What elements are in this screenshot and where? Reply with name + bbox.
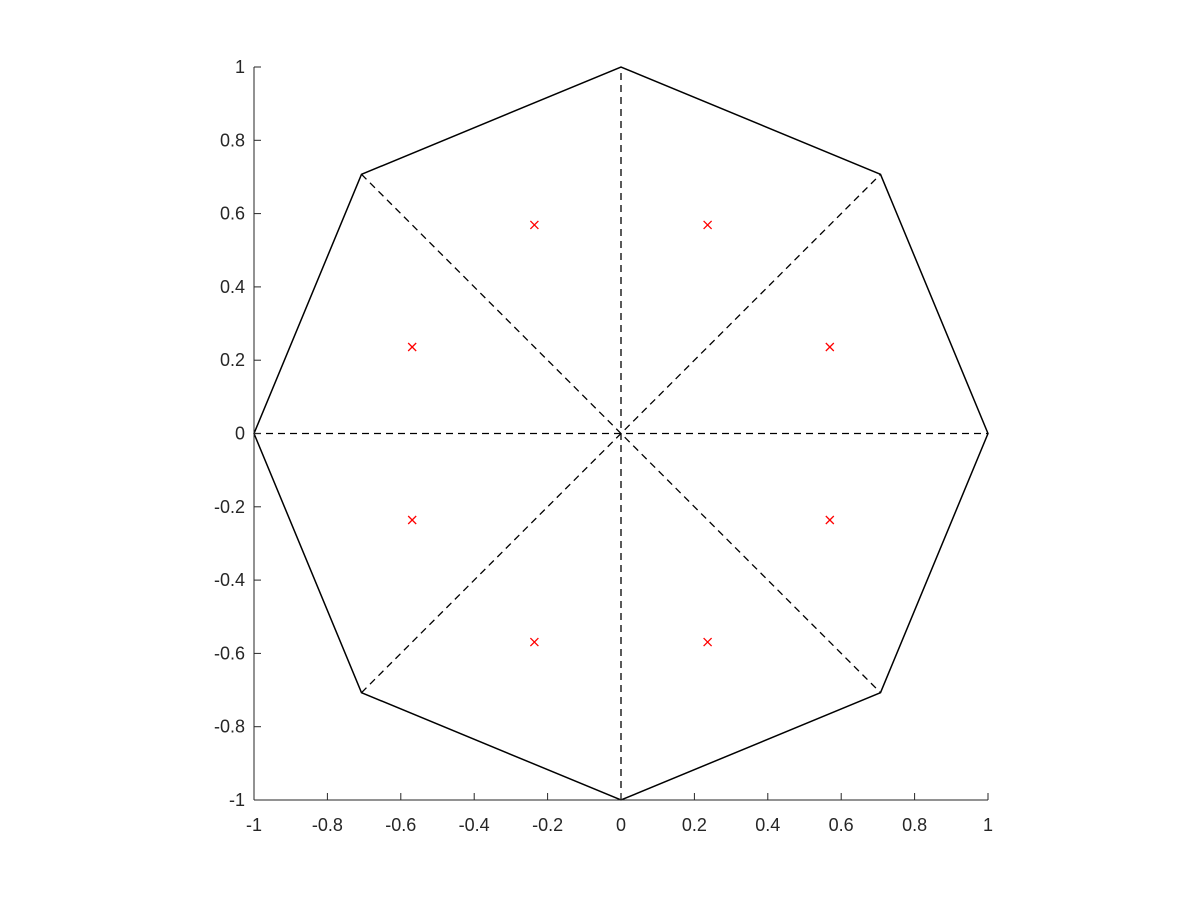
data-point-4 — [407, 515, 417, 525]
y-tick-label: -0.6 — [214, 643, 245, 663]
data-point-stroke — [703, 637, 713, 647]
x-tick-label: 0.4 — [755, 815, 780, 835]
spoke-lines — [254, 67, 988, 800]
data-point-stroke — [529, 637, 539, 647]
x-tick-label: 0.6 — [829, 815, 854, 835]
x-tick-label: -0.6 — [385, 815, 416, 835]
axes: -1 -0.8 -0.6 -0.4 -0.2 0 0.2 0.4 0.6 0.8 1 -1 -0.8 -0… — [214, 57, 993, 835]
data-point-stroke — [407, 515, 417, 525]
y-tick-label: -1 — [229, 790, 245, 810]
y-tick-label: 0.2 — [220, 350, 245, 370]
y-tick-label: 0.4 — [220, 277, 245, 297]
spoke-line-3 — [361, 173, 881, 694]
data-point-7 — [825, 515, 835, 525]
x-tick-label: 1 — [983, 815, 993, 835]
centroid-points — [407, 220, 835, 647]
y-tick-label: -0.4 — [214, 570, 245, 590]
x-tick-label: 0.2 — [682, 815, 707, 835]
data-point-3 — [407, 342, 417, 352]
data-point-stroke — [825, 515, 835, 525]
x-tick-label: 0.8 — [902, 815, 927, 835]
y-tick-label: 0 — [235, 424, 245, 444]
data-point-stroke — [825, 342, 835, 352]
y-tick-label: 0.8 — [220, 130, 245, 150]
data-point-stroke — [407, 342, 417, 352]
y-tick-label: -0.2 — [214, 497, 245, 517]
x-tick-label: 0 — [616, 815, 626, 835]
data-point-5 — [529, 637, 539, 647]
x-tick-label: -1 — [246, 815, 262, 835]
y-tick-label: 0.6 — [220, 204, 245, 224]
y-tick-label: 1 — [235, 57, 245, 77]
data-point-6 — [703, 637, 713, 647]
x-tick-label: -0.4 — [459, 815, 490, 835]
data-point-1 — [703, 220, 713, 230]
x-tick-label: -0.2 — [532, 815, 563, 835]
x-tick-label: -0.8 — [312, 815, 343, 835]
data-point-0 — [825, 342, 835, 352]
y-tick-label: -0.8 — [214, 717, 245, 737]
data-point-2 — [529, 220, 539, 230]
data-point-stroke — [529, 220, 539, 230]
data-point-stroke — [703, 220, 713, 230]
